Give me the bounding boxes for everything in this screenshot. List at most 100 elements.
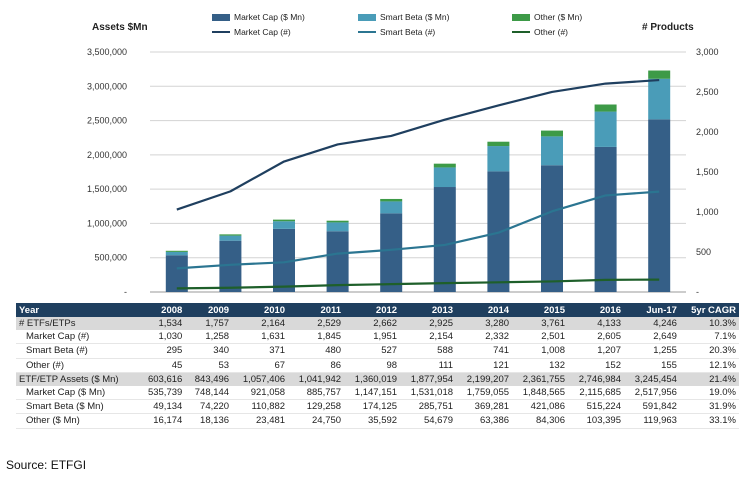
table-cell: 2,164 [232, 317, 289, 331]
y2-tick-label: 2,500 [696, 87, 719, 97]
table-cell: 49,134 [138, 399, 186, 415]
bar-smart-beta [541, 136, 563, 166]
legend-label: Market Cap (#) [234, 27, 291, 37]
y2-tick-label: - [696, 287, 699, 297]
y2-tick-label: 500 [696, 247, 711, 257]
table-cell: 3,245,454 [623, 372, 680, 386]
table-cell: 603,616 [138, 372, 186, 386]
row-label: Other (#) [16, 358, 139, 373]
row-label: ETF/ETP Assets ($ Mn) [16, 372, 139, 386]
table-cell: 2,662 [344, 317, 401, 331]
table-cell: 2,925 [400, 317, 457, 331]
table-cell: 3,280 [456, 317, 513, 331]
table-cell: 19.0% [679, 385, 739, 401]
table-cell: 1,848,565 [512, 385, 568, 401]
bar-other [326, 220, 349, 223]
table-cell: 3,761 [512, 317, 568, 331]
table-cell: 86 [288, 358, 345, 373]
table-cell: 1,041,942 [288, 372, 345, 386]
table-cell: 1,207 [568, 343, 624, 359]
table-cell: 4,133 [568, 317, 624, 331]
y2-tick-label: 2,000 [696, 127, 719, 137]
y2-tick-label: 3,000 [696, 47, 719, 57]
table-row: Smart Beta ($ Mn) 49,134 74,220 110,882 129,… [16, 399, 739, 415]
table-header-row: Year 2008 2009 2010 2011 2012 2013 2014 2015 2016… [16, 303, 739, 317]
table-row: Market Cap ($ Mn) 535,739 748,144 921,058 88… [16, 385, 739, 401]
table-cell: 421,086 [512, 399, 568, 415]
table-cell: 1,534 [138, 317, 186, 331]
table-cell: 741 [456, 343, 513, 359]
table-cell: 1,759,055 [456, 385, 513, 401]
bar-smart-beta [165, 251, 188, 256]
table-cell: 921,058 [232, 385, 289, 401]
legend-market-cap-line: Market Cap (#) [212, 27, 291, 37]
legend-swatch [512, 13, 530, 21]
table-cell: 119,963 [623, 413, 680, 429]
legend-label: Other ($ Mn) [534, 12, 583, 22]
row-label: # ETFs/ETPs [16, 317, 139, 331]
table-cell: 1,057,406 [232, 372, 289, 386]
table-body: # ETFs/ETPs 1,534 1,757 2,164 2,529 2,662 2,92… [16, 317, 739, 429]
legend-swatch [512, 31, 530, 33]
legend-other-line: Other (#) [512, 27, 568, 37]
table-cell: 1,255 [623, 343, 680, 359]
y-tick-label: - [124, 287, 127, 297]
bar-smart-beta [594, 111, 617, 147]
table-cell: 121 [456, 358, 513, 373]
table-header-cell: Jun-17 [623, 303, 680, 317]
table-row: Other ($ Mn) 16,174 18,136 23,481 24,750 35,5… [16, 413, 739, 429]
line-other [176, 278, 660, 290]
y-tick-label: 500,000 [94, 253, 127, 263]
y2-tick-label: 1,000 [696, 207, 719, 217]
bar-market-cap [273, 228, 295, 292]
table-cell: 111 [400, 358, 457, 373]
legend-swatch [212, 13, 230, 21]
table-header-cell: 2014 [456, 303, 513, 317]
chart-svg: - 500,000 1,000,000 1,500,000 2,000,000 2,500… [87, 47, 719, 297]
table-cell: 129,258 [288, 399, 345, 415]
table-cell: 369,281 [456, 399, 513, 415]
table-cell: 1,631 [232, 330, 289, 345]
row-label: Smart Beta ($ Mn) [16, 399, 139, 415]
table-cell: 23,481 [232, 413, 289, 429]
table-cell: 2,605 [568, 330, 624, 345]
table-cell: 2,199,207 [456, 372, 513, 386]
table-cell: 748,144 [185, 385, 233, 401]
table-cell: 1,147,151 [344, 385, 401, 401]
data-table: Year 2008 2009 2010 2011 2012 2013 2014 2015 2016… [16, 303, 739, 429]
table-cell: 1,951 [344, 330, 401, 345]
table-cell: 1,360,019 [344, 372, 401, 386]
source-note: Source: ETFGI [6, 458, 87, 472]
table-cell: 885,757 [288, 385, 345, 401]
table-cell: 152 [568, 358, 624, 373]
table-cell: 24,750 [288, 413, 345, 429]
table-cell: 1,757 [185, 317, 233, 331]
table-cell: 591,842 [623, 399, 680, 415]
table-cell: 155 [623, 358, 680, 373]
table-cell: 1,877,954 [400, 372, 457, 386]
table-cell: 2,649 [623, 330, 680, 345]
y-tick-label: 3,500,000 [87, 47, 127, 57]
bar-smart-beta [273, 221, 295, 229]
bar-other [273, 219, 295, 222]
bar-other [219, 234, 242, 236]
table-cell: 1,531,018 [400, 385, 457, 401]
legend-swatch [358, 13, 376, 21]
table-cell: 2,115,685 [568, 385, 624, 401]
table-cell: 10.3% [679, 317, 739, 331]
table-cell: 2,332 [456, 330, 513, 345]
y2-axis-title: # Products [642, 22, 694, 33]
table-header-cell: 2015 [512, 303, 568, 317]
table-cell: 295 [138, 343, 186, 359]
table-cell: 480 [288, 343, 345, 359]
table-cell: 35,592 [344, 413, 401, 429]
table-row: Market Cap (#) 1,030 1,258 1,631 1,845 1,951 2… [16, 330, 739, 345]
table-cell: 843,496 [185, 372, 233, 386]
table-cell: 21.4% [679, 372, 739, 386]
row-label: Other ($ Mn) [16, 413, 139, 429]
bar-smart-beta [219, 235, 242, 241]
y-tick-label: 2,500,000 [87, 116, 127, 126]
bar-market-cap [594, 146, 617, 292]
table-cell: 132 [512, 358, 568, 373]
bar-market-cap [219, 240, 242, 292]
